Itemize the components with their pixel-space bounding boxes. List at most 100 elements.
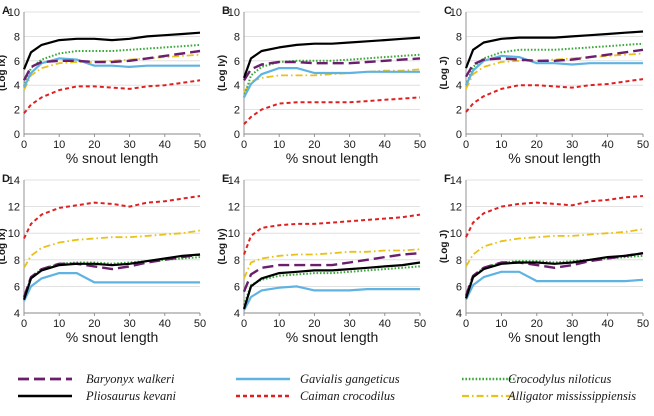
x-tick-label: 10 (495, 139, 507, 151)
y-axis-label: (Log Iy) (217, 228, 228, 264)
x-axis-label: % snout length (508, 329, 601, 345)
series-line-baryonyx-walkeri (242, 57, 421, 81)
x-axis-label: % snout length (286, 329, 379, 345)
x-tick-label: 0 (241, 139, 247, 151)
series-line-alligator-mississippiensis (23, 229, 201, 269)
series-line-crocodylus-niloticus (465, 42, 644, 86)
x-tick-label: 30 (566, 318, 578, 330)
y-tick-label: 4 (234, 308, 240, 320)
y-tick-label: 6 (234, 56, 240, 68)
y-tick-label: 10 (228, 228, 240, 240)
x-tick-label: 40 (159, 318, 171, 330)
y-axis-label: (Log Iy) (217, 55, 228, 91)
y-tick-label: 4 (14, 308, 20, 320)
y-tick-label: 2 (234, 105, 240, 117)
panel-label: F (444, 173, 451, 185)
x-tick-label: 20 (88, 318, 100, 330)
x-tick-label: 30 (123, 139, 135, 151)
x-tick-label: 50 (194, 318, 206, 330)
series-line-crocodylus-niloticus (23, 256, 201, 299)
x-tick-label: 10 (273, 318, 285, 330)
y-tick-label: 8 (14, 255, 20, 267)
x-tick-label: 0 (241, 318, 247, 330)
chart-panel-c: C 0 2 4 6 8 10 0 10 20 30 40 50 % snout length (Log J) (439, 5, 649, 166)
chart-panel-a: A 0 2 4 6 8 10 0 10 20 30 40 50 % snout length (Log Ix… (0, 5, 206, 166)
y-tick-label: 0 (14, 129, 20, 141)
series-line-caiman-crocodilus (23, 79, 201, 114)
y-tick-label: 10 (450, 7, 462, 19)
series-line-gavialis-gangeticus (465, 54, 643, 86)
x-tick-label: 40 (159, 139, 171, 151)
legend: Baryonyx walkeri Pliosaurus kevani Gaviali… (18, 372, 636, 403)
series-line-caiman-crocodilus (243, 213, 421, 255)
legend-label-caiman-crocodilus: Caiman crocodilus (300, 389, 395, 403)
series-line-baryonyx-walkeri (242, 252, 421, 293)
x-axis-label: % snout length (286, 150, 379, 166)
series-line-baryonyx-walkeri (464, 48, 644, 78)
x-tick-label: 10 (273, 139, 285, 151)
y-tick-label: 12 (228, 202, 240, 214)
series-line-pliosaurus-kevani (242, 36, 421, 79)
y-tick-label: 0 (456, 129, 462, 141)
y-tick-label: 6 (234, 281, 240, 293)
x-tick-label: 10 (495, 318, 507, 330)
series-line-pliosaurus-kevani (242, 261, 421, 310)
series-line-alligator-mississippiensis (465, 228, 644, 267)
y-tick-label: 14 (450, 175, 462, 187)
x-tick-label: 30 (123, 318, 135, 330)
panel-label: A (2, 5, 10, 17)
series-line-crocodylus-niloticus (243, 53, 421, 98)
y-axis-label: (Log Ix) (0, 228, 8, 264)
series-line-crocodylus-niloticus (243, 265, 421, 306)
series-line-pliosaurus-kevani (464, 252, 644, 299)
y-tick-label: 6 (14, 56, 20, 68)
panel-label: D (2, 173, 10, 185)
y-tick-label: 14 (228, 175, 240, 187)
legend-label-crocodylus-niloticus: Crocodylus niloticus (508, 372, 611, 386)
chart-panel-f: F 4 6 8 10 12 14 0 10 20 30 40 50 % snout length (Log … (439, 173, 649, 345)
x-tick-label: 10 (53, 318, 65, 330)
x-axis-label: % snout length (66, 150, 159, 166)
y-axis-label: (Log J) (439, 230, 450, 263)
series-line-caiman-crocodilus (465, 195, 644, 238)
y-tick-label: 8 (14, 31, 20, 43)
series-line-gavialis-gangeticus (23, 57, 200, 89)
x-tick-label: 10 (53, 139, 65, 151)
y-tick-label: 2 (456, 105, 462, 117)
x-tick-label: 20 (531, 318, 543, 330)
series-line-gavialis-gangeticus (23, 272, 200, 302)
y-tick-label: 4 (456, 308, 462, 320)
y-tick-label: 8 (456, 255, 462, 267)
legend-label-pliosaurus-kevani: Pliosaurus kevani (85, 389, 176, 403)
x-tick-label: 40 (379, 318, 391, 330)
x-tick-label: 20 (308, 318, 320, 330)
series-line-caiman-crocodilus (465, 78, 644, 113)
x-tick-label: 50 (414, 139, 426, 151)
y-tick-label: 6 (14, 281, 20, 293)
y-tick-label: 2 (14, 105, 20, 117)
y-tick-label: 6 (456, 56, 462, 68)
y-tick-label: 10 (450, 228, 462, 240)
y-tick-label: 12 (450, 202, 462, 214)
x-tick-label: 0 (21, 139, 27, 151)
x-tick-label: 50 (414, 318, 426, 330)
series-line-crocodylus-niloticus (23, 43, 201, 87)
x-axis-label: % snout length (508, 150, 601, 166)
series-line-caiman-crocodilus (243, 96, 421, 125)
legend-label-gavialis-gangeticus: Gavialis gangeticus (300, 372, 400, 386)
panel-label: E (222, 173, 229, 185)
y-tick-label: 4 (14, 80, 20, 92)
y-tick-label: 10 (8, 7, 20, 19)
y-tick-label: 14 (8, 175, 20, 187)
chart-panel-e: E 4 6 8 10 12 14 0 10 20 30 40 50 % snout length (Log … (217, 173, 426, 345)
legend-label-alligator-mississippiensis: Alligator mississippiensis (507, 389, 636, 403)
x-tick-label: 30 (566, 139, 578, 151)
x-tick-label: 20 (308, 139, 320, 151)
y-tick-label: 8 (234, 31, 240, 43)
x-tick-label: 0 (463, 318, 469, 330)
x-tick-label: 0 (463, 139, 469, 151)
x-tick-label: 40 (601, 139, 613, 151)
y-tick-label: 10 (228, 7, 240, 19)
series-line-crocodylus-niloticus (465, 254, 644, 298)
